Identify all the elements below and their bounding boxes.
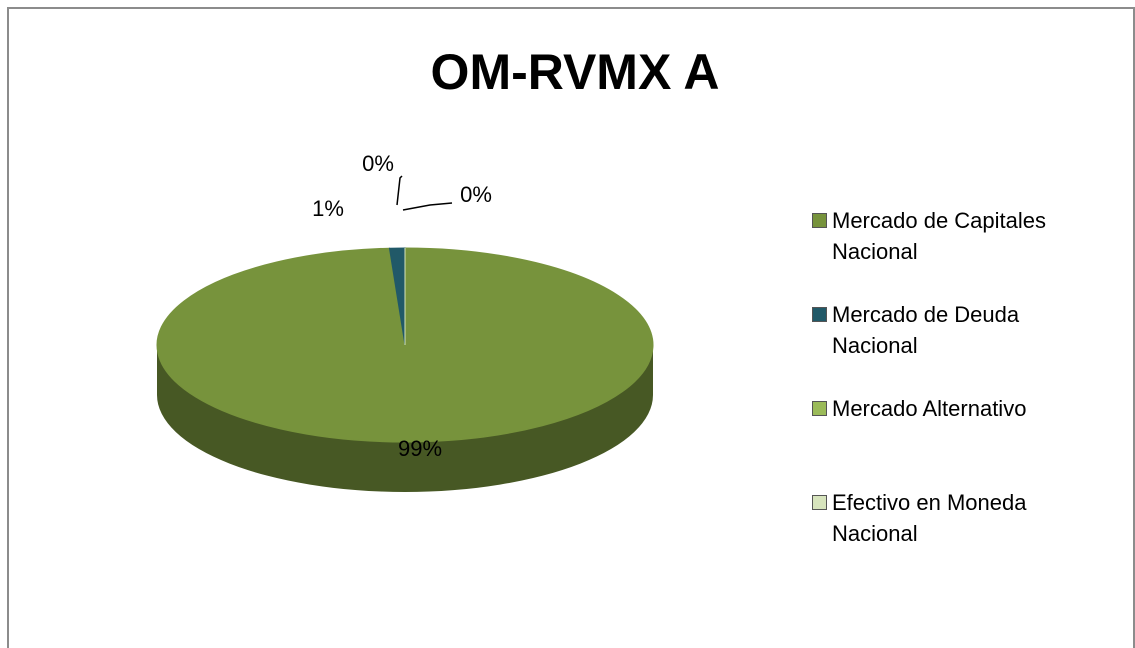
legend: Mercado de Capitales Nacional Mercado de … xyxy=(812,205,1102,581)
legend-item: Mercado de Capitales Nacional xyxy=(812,205,1102,299)
pie xyxy=(156,247,654,492)
data-label: 1% xyxy=(312,196,344,221)
legend-label: Mercado Alternativo xyxy=(832,396,1027,421)
data-label: 0% xyxy=(362,151,394,176)
legend-swatch xyxy=(812,213,827,228)
data-label: 0% xyxy=(460,182,492,207)
legend-label: Efectivo en Moneda Nacional xyxy=(832,490,1027,546)
data-label: 99% xyxy=(398,436,442,461)
legend-item: Efectivo en Moneda Nacional xyxy=(812,487,1102,581)
pie-slice-side xyxy=(157,345,653,492)
legend-label: Mercado de Capitales Nacional xyxy=(832,208,1047,264)
leader-line xyxy=(402,202,453,211)
legend-swatch xyxy=(812,401,827,416)
legend-swatch xyxy=(812,495,827,510)
leader-line xyxy=(396,175,403,206)
legend-label: Mercado de Deuda Nacional xyxy=(832,302,1020,358)
chart-title: OM-RVMX A xyxy=(431,44,720,100)
legend-swatch xyxy=(812,307,827,322)
legend-item: Mercado de Deuda Nacional xyxy=(812,299,1102,393)
legend-item: Mercado Alternativo xyxy=(812,393,1102,487)
